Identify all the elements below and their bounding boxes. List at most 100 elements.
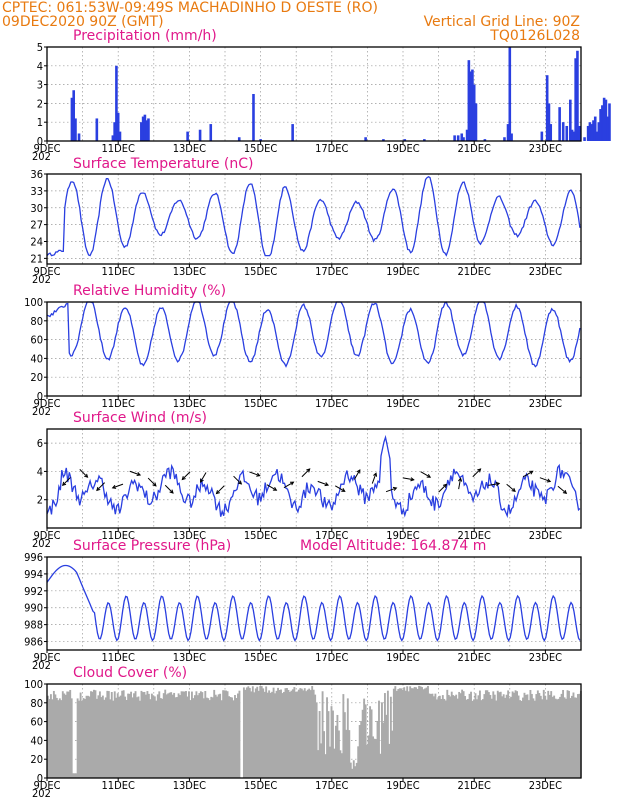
cloud-bar xyxy=(498,692,501,778)
cloud-bar xyxy=(277,687,279,778)
cloud-bar xyxy=(174,697,177,778)
cloud-bar xyxy=(133,693,135,778)
cloud-bar xyxy=(309,690,312,778)
cloud-bar xyxy=(385,714,388,778)
precip-bar xyxy=(462,137,465,141)
y-tick-label: 40 xyxy=(30,734,43,747)
x-tick-label: 21DEC xyxy=(458,779,491,792)
x-tick-label: 15DEC xyxy=(244,779,277,792)
x-tick-label: 15DEC xyxy=(244,265,277,278)
cloud-bar xyxy=(185,691,187,778)
cloud-bar xyxy=(188,691,190,778)
cloud-bar xyxy=(269,692,272,778)
x-tick-label: 17DEC xyxy=(315,397,348,410)
cloud-bar xyxy=(66,691,69,778)
wind-arrow xyxy=(301,468,311,478)
cloud-bar xyxy=(161,698,164,778)
cloud-bar xyxy=(131,697,134,778)
cloud-bar xyxy=(484,690,487,778)
precip-bar xyxy=(597,122,601,141)
wind-arrow xyxy=(164,484,174,494)
cloud-bar xyxy=(389,696,392,778)
cloud-bar xyxy=(508,698,511,778)
cloud-bar xyxy=(268,690,271,778)
x-tick-label: 11DEC xyxy=(102,142,135,155)
precip-bar xyxy=(74,118,77,141)
cloud-bar xyxy=(467,698,470,778)
precip-bar xyxy=(590,124,593,141)
cloud-bar xyxy=(112,700,115,778)
cloud-bar xyxy=(465,699,468,778)
precip-bar xyxy=(570,129,574,141)
panel-3: 0 20 40 60 80 100 9DEC 11DEC 13DEC 15DEC 17DEC 19DE… xyxy=(24,283,582,418)
cloud-bar xyxy=(520,700,523,778)
cloud-bar xyxy=(324,754,327,778)
y-tick-label: 30 xyxy=(30,202,43,215)
cloud-bar xyxy=(446,689,449,778)
cloud-bar xyxy=(234,695,236,778)
cloud-bar xyxy=(438,695,441,778)
cloud-bar xyxy=(222,690,225,778)
wind-arrow-head xyxy=(306,468,311,473)
cloud-bar xyxy=(217,694,220,778)
y-tick-label: 2 xyxy=(37,97,43,110)
cloud-bar xyxy=(366,744,369,778)
cloud-bar xyxy=(136,697,138,778)
y-tick-label: 4 xyxy=(37,60,43,73)
cloud-bar xyxy=(449,696,452,778)
wind-arrow-head xyxy=(529,470,534,475)
cloud-bar xyxy=(107,691,110,778)
cloud-bar xyxy=(327,711,330,778)
cloud-bar xyxy=(220,700,223,778)
cloud-bar xyxy=(223,690,226,778)
cloud-bar xyxy=(511,691,514,778)
cloud-bar xyxy=(278,690,281,778)
x-tick-label: 21DEC xyxy=(458,651,491,664)
cloud-bar xyxy=(468,693,471,778)
x-tick-label: 17DEC xyxy=(315,529,348,542)
panel-title: Cloud Cover (%) xyxy=(73,665,187,681)
chart-panels: 0 1 2 3 4 5 9DEC 11DEC 13DEC 15DEC 17DEC 19DEC 21DEC… xyxy=(24,28,611,800)
wind-arrow xyxy=(181,471,191,481)
precip-bar xyxy=(143,114,147,141)
cloud-bar xyxy=(297,689,300,778)
wind-arrow-shaft xyxy=(129,470,141,476)
precip-bar xyxy=(469,71,472,141)
precip-bar xyxy=(547,103,551,141)
wind-arrow-head xyxy=(136,472,142,477)
wind-arrow-head xyxy=(256,472,261,477)
cloud-bar xyxy=(364,704,367,778)
header-location: CPTEC: 061:53W-09:49S MACHADINHO D OESTE… xyxy=(2,0,378,16)
cloud-bar xyxy=(386,690,389,778)
panel-title: Surface Temperature (nC) xyxy=(73,156,254,172)
cloud-bar xyxy=(134,691,137,778)
wind-arrow xyxy=(111,483,124,489)
x-tick-label: 13DEC xyxy=(173,651,206,664)
cloud-bar xyxy=(196,695,199,778)
wind-arrow xyxy=(317,480,330,487)
y-tick-label: 20 xyxy=(30,753,43,766)
cloud-bar xyxy=(413,687,416,778)
wind-arrow-shaft xyxy=(371,473,377,484)
cloud-bar xyxy=(493,694,496,778)
cloud-bar xyxy=(312,689,315,778)
cloud-bar xyxy=(72,773,75,778)
x-tick-label: 13DEC xyxy=(173,779,206,792)
wind-arrow-head xyxy=(546,478,552,483)
precip-bar xyxy=(608,103,611,141)
cloud-bar xyxy=(274,693,277,778)
x-tick-label: 11DEC xyxy=(102,651,135,664)
cloud-bar xyxy=(84,699,86,778)
cloud-bar xyxy=(453,696,456,778)
cloud-bar xyxy=(308,688,311,778)
cloud-bar xyxy=(300,688,303,778)
cloud-bar xyxy=(474,693,477,778)
wind-arrow-shaft xyxy=(96,482,105,491)
cloud-bar xyxy=(193,695,196,778)
cloud-bar xyxy=(49,694,52,778)
wind-arrow xyxy=(522,470,534,478)
cloud-bar xyxy=(443,698,446,778)
cloud-bar xyxy=(202,698,205,778)
cloud-bar xyxy=(562,689,565,778)
wind-arrow xyxy=(438,483,448,493)
